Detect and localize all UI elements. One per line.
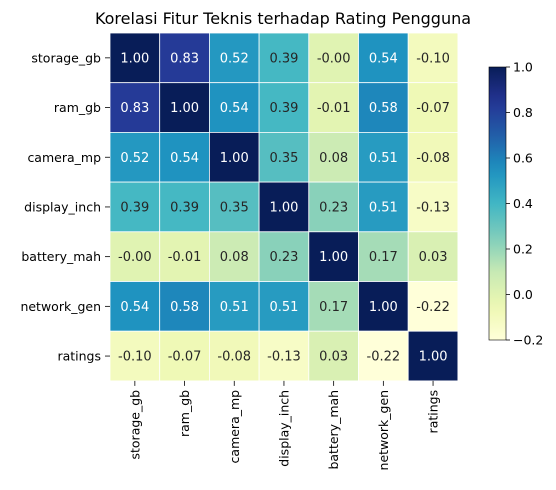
cell-value-label: 0.17 bbox=[319, 300, 348, 315]
colorbar-tick-label: 0.4 bbox=[513, 196, 533, 211]
colorbar-tick-label: 1.0 bbox=[513, 60, 533, 75]
cell-value-label: -0.22 bbox=[416, 300, 450, 315]
row-tick-labels: storage_gb ram_gb camera_mp display_inchbat… bbox=[20, 50, 110, 363]
column-tick-label: storage_gb bbox=[127, 390, 142, 460]
cell-value-label: 1.00 bbox=[369, 300, 398, 315]
column-tick-label: ram_gb bbox=[177, 390, 192, 437]
cell-value-label: -0.08 bbox=[416, 151, 450, 166]
chart-title: Korelasi Fitur Teknis terhadap Rating Pe… bbox=[95, 9, 471, 28]
row-tick-label: storage_gb bbox=[31, 50, 101, 65]
cell-value-label: 0.83 bbox=[120, 101, 149, 116]
cell-value-label: -0.00 bbox=[317, 51, 351, 66]
cell-value-label: -0.01 bbox=[317, 101, 351, 116]
cell-value-label: 0.03 bbox=[419, 250, 448, 265]
cell-value-label: 0.51 bbox=[369, 200, 398, 215]
cell-value-label: 0.54 bbox=[120, 300, 149, 315]
cell-value-label: 0.51 bbox=[220, 300, 249, 315]
cell-value-label: -0.07 bbox=[168, 350, 202, 365]
colorbar-tick-label: 0.8 bbox=[513, 105, 533, 120]
row-tick-label: ratings bbox=[57, 349, 101, 364]
cell-value-label: 0.54 bbox=[369, 51, 398, 66]
row-tick-label: ram_gb bbox=[54, 100, 101, 115]
colorbar-gradient bbox=[489, 67, 506, 340]
column-tick-label: display_inch bbox=[276, 390, 291, 467]
column-tick-label: ratings bbox=[426, 390, 441, 434]
cell-value-label: 0.35 bbox=[220, 200, 249, 215]
row-tick-label: display_inch bbox=[24, 199, 101, 214]
cell-value-label: 1.00 bbox=[319, 250, 348, 265]
cell-value-label: 1.00 bbox=[419, 350, 448, 365]
column-tick-labels: storage_gb ram_gb camera_mp display_inch bat… bbox=[127, 381, 440, 471]
cell-value-label: -0.22 bbox=[367, 350, 401, 365]
row-tick-label: camera_mp bbox=[27, 150, 101, 165]
cell-value-label: -0.08 bbox=[217, 350, 251, 365]
row-tick-label: battery_mah bbox=[21, 249, 101, 264]
cell-value-label: -0.00 bbox=[118, 250, 152, 265]
cell-value-label: 0.51 bbox=[269, 300, 298, 315]
cell-value-label: 0.54 bbox=[220, 101, 249, 116]
cell-value-label: 0.23 bbox=[269, 250, 298, 265]
colorbar-tick-label: 0.2 bbox=[513, 242, 533, 257]
cell-value-label: 0.08 bbox=[220, 250, 249, 265]
cell-value-label: 1.00 bbox=[170, 101, 199, 116]
cell-value-label: -0.07 bbox=[416, 101, 450, 116]
cell-value-label: 0.52 bbox=[120, 151, 149, 166]
cell-value-label: 0.58 bbox=[170, 300, 199, 315]
colorbar-tick-label: 0.6 bbox=[513, 151, 533, 166]
cell-value-label: 0.39 bbox=[269, 51, 298, 66]
colorbar-tick-label: 0.0 bbox=[513, 287, 533, 302]
column-tick-label: network_gen bbox=[376, 390, 391, 471]
cell-value-label: 0.39 bbox=[269, 101, 298, 116]
cell-value-label: 1.00 bbox=[269, 200, 298, 215]
cell-value-label: 0.54 bbox=[170, 151, 199, 166]
row-tick-label: network_gen bbox=[20, 299, 101, 314]
cell-value-label: -0.10 bbox=[416, 51, 450, 66]
colorbar-tick-label: −0.2 bbox=[513, 333, 543, 348]
cell-value-label: 0.83 bbox=[170, 51, 199, 66]
cell-value-label: 0.52 bbox=[220, 51, 249, 66]
cell-value-label: 0.03 bbox=[319, 350, 348, 365]
cell-value-label: 0.58 bbox=[369, 101, 398, 116]
cell-value-label: -0.13 bbox=[416, 200, 450, 215]
cell-value-label: 0.39 bbox=[170, 200, 199, 215]
cell-value-label: 0.35 bbox=[269, 151, 298, 166]
cell-value-label: 0.23 bbox=[319, 200, 348, 215]
cell-value-label: -0.01 bbox=[168, 250, 202, 265]
cell-value-label: 0.51 bbox=[369, 151, 398, 166]
cell-value-label: 0.08 bbox=[319, 151, 348, 166]
column-tick-label: camera_mp bbox=[227, 390, 242, 464]
cell-value-label: -0.10 bbox=[118, 350, 152, 365]
cell-value-label: 0.17 bbox=[369, 250, 398, 265]
cell-value-label: 0.39 bbox=[120, 200, 149, 215]
heatmap-cells: 1.00 0.83 0.52 0.39 -0.00 0.54 -0.10 0.83 1.00 0.… bbox=[110, 33, 458, 381]
cell-value-label: 1.00 bbox=[220, 151, 249, 166]
cell-value-label: -0.13 bbox=[267, 350, 301, 365]
cell-value-label: 1.00 bbox=[120, 51, 149, 66]
colorbar: −0.2 0.0 0.2 0.4 0.6 0.8 1.0 bbox=[489, 60, 543, 348]
column-tick-label: battery_mah bbox=[326, 390, 341, 470]
